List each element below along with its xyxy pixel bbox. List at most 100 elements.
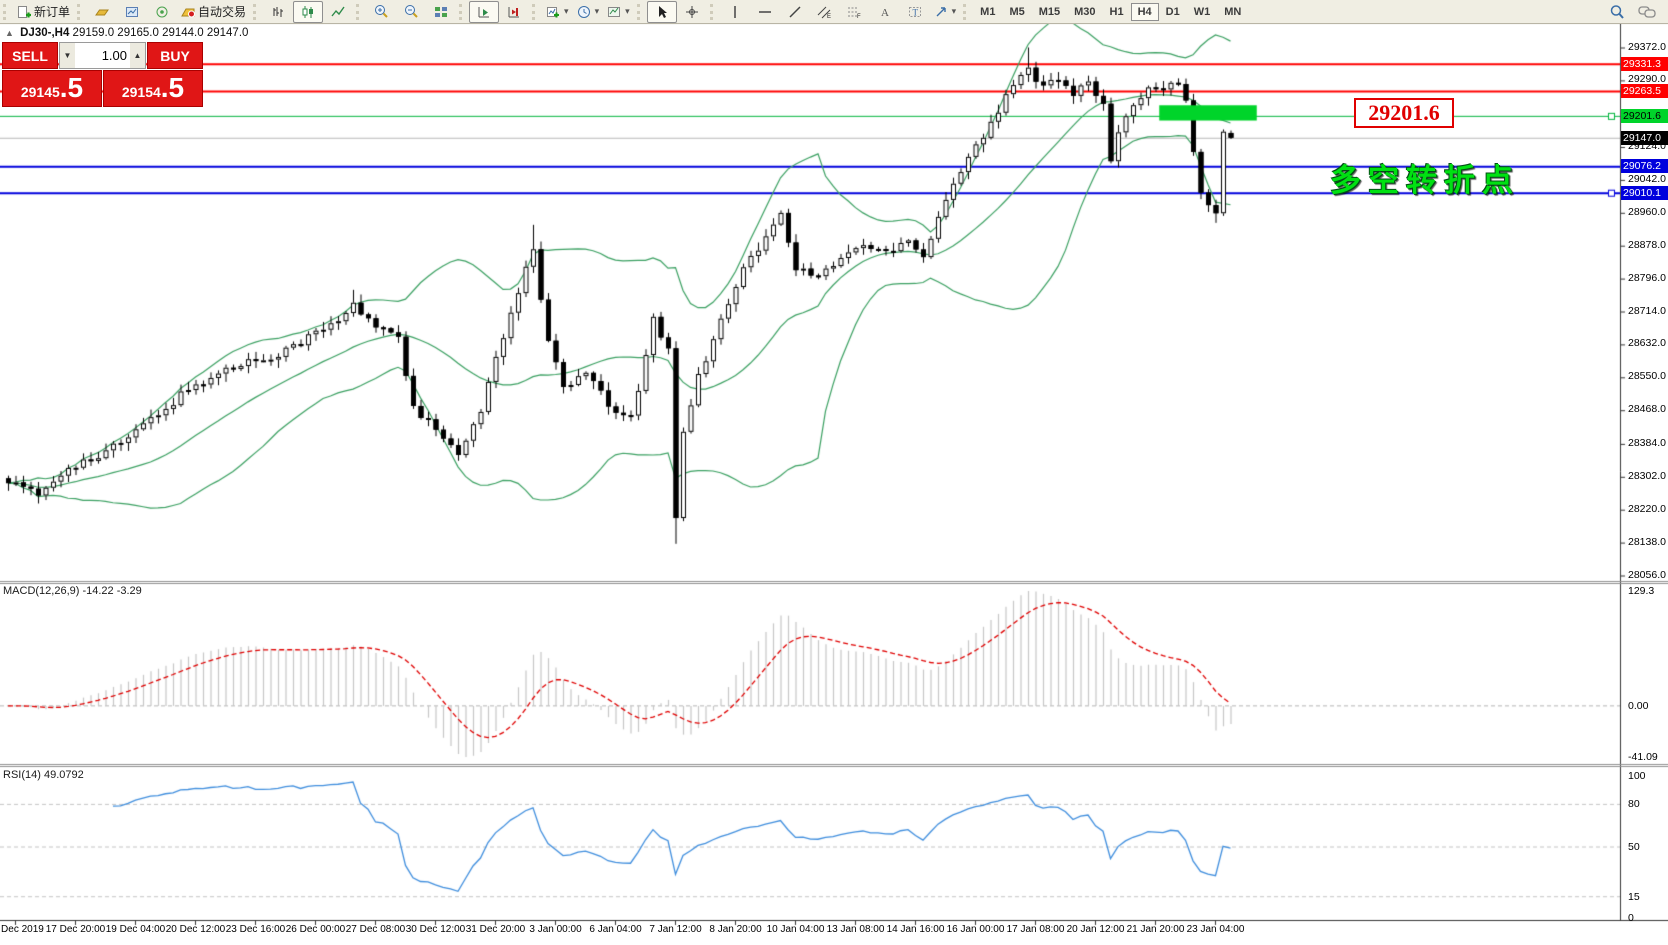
time-axis-label: 17 Jan 08:00: [1006, 924, 1065, 935]
price-axis-tick: 29290.0: [1628, 73, 1666, 86]
templates-icon: [607, 5, 621, 19]
price-axis-tick: 29042.0: [1628, 172, 1666, 185]
crosshair-button[interactable]: [677, 1, 707, 23]
label-icon: T: [908, 5, 922, 19]
timeframe-button-m30[interactable]: M30: [1074, 5, 1096, 18]
time-axis-label: 10 Jan 04:00: [766, 924, 825, 935]
auto-scroll-button[interactable]: [469, 0, 500, 23]
candlestick-chart-icon: [301, 5, 315, 19]
periods-button[interactable]: ▾: [573, 1, 604, 23]
templates-button[interactable]: ▾: [603, 1, 634, 23]
volume-down-button[interactable]: ▼: [60, 43, 75, 68]
time-axis-label: 23 Jan 04:00: [1186, 924, 1245, 935]
candlestick-chart-button[interactable]: [293, 0, 324, 23]
fibonacci-icon: F: [847, 5, 862, 20]
search-button[interactable]: [1602, 1, 1632, 23]
cursor-button[interactable]: [646, 0, 677, 23]
timeframe-button-m5[interactable]: M5: [1009, 5, 1025, 18]
timeframe-button-m15[interactable]: M15: [1038, 5, 1061, 18]
time-axis-label: 13 Jan 08:00: [826, 924, 885, 935]
trendline-icon: [788, 5, 802, 19]
buy-button[interactable]: BUY: [147, 42, 203, 69]
market-window-icon: [125, 5, 139, 19]
macd-axis-label: 0.00: [1628, 699, 1649, 712]
chat-button[interactable]: [1632, 1, 1662, 23]
price-axis-badge: 29201.6: [1621, 108, 1668, 123]
toolbar-grip: [3, 3, 9, 20]
volume-input[interactable]: [75, 47, 130, 64]
symbol-marker-icon: ▲: [5, 28, 14, 38]
auto-scroll-icon: [477, 5, 491, 19]
toolbar-grip: [253, 3, 259, 20]
rsi-axis-label: 80: [1628, 798, 1640, 811]
price-callout-box[interactable]: 29201.6: [1354, 98, 1454, 128]
timeframe-button-h1[interactable]: H1: [1109, 5, 1124, 18]
buy-price-frac: .5: [160, 72, 185, 103]
zoom-in-button[interactable]: [366, 1, 396, 23]
gold-icon: [95, 5, 109, 19]
dropdown-caret-icon: ▾: [564, 6, 569, 16]
search-icon: [1609, 4, 1625, 20]
timeframe-button-h4[interactable]: H4: [1130, 2, 1159, 21]
rsi-label: RSI(14) 49.0792: [3, 769, 84, 781]
new-order-button[interactable]: 新订单: [13, 1, 74, 23]
rsi-axis-label: 50: [1628, 841, 1640, 853]
timeframe-button-w1[interactable]: W1: [1193, 5, 1211, 18]
add-indicator-button[interactable]: ▾: [542, 1, 573, 23]
timeframe-button-mn[interactable]: MN: [1224, 5, 1242, 18]
vertical-line-button[interactable]: [720, 1, 750, 23]
price-axis-tick: 28796.0: [1628, 271, 1666, 284]
horizontal-line-button[interactable]: [750, 1, 780, 23]
bar-chart-button[interactable]: [263, 1, 293, 23]
macd-axis-label: -41.09: [1628, 751, 1658, 763]
chart-shift-icon: [507, 5, 521, 19]
svg-text:T: T: [912, 7, 918, 17]
text-button[interactable]: A: [870, 1, 900, 23]
zoom-out-button[interactable]: [396, 1, 426, 23]
time-axis-label: 31 Dec 20:00: [465, 924, 526, 935]
buy-price-button[interactable]: 29154 .5: [103, 70, 203, 107]
rsi-axis-label: 0: [1628, 912, 1634, 924]
svg-text:F: F: [857, 14, 861, 19]
gold-button[interactable]: [87, 1, 117, 23]
rsi-axis-label: 100: [1628, 770, 1646, 782]
price-axis-tick: 29372.0: [1628, 40, 1666, 53]
rsi-axis-label: 15: [1628, 890, 1640, 903]
tile-windows-icon: [434, 5, 448, 19]
trendline-button[interactable]: [780, 1, 810, 23]
sell-button[interactable]: SELL: [2, 42, 58, 69]
one-click-trading-panel: SELL ▼ ▲ BUY 29145 .5 29154 .5: [2, 42, 203, 107]
toolbar-grip: [459, 3, 465, 20]
svg-text:E: E: [827, 14, 831, 19]
market-window-button[interactable]: [117, 1, 147, 23]
arrows-button[interactable]: ▾: [930, 1, 961, 23]
price-axis-tick: 28714.0: [1628, 304, 1666, 317]
signal-icon: [155, 5, 169, 19]
dropdown-caret-icon: ▾: [594, 6, 600, 16]
chart-shift-button[interactable]: [499, 1, 529, 23]
equidistant-channel-button[interactable]: E: [810, 1, 840, 23]
auto-trading-button[interactable]: 自动交易: [177, 1, 250, 23]
timeframe-button-m1[interactable]: M1: [980, 5, 996, 18]
volume-up-button[interactable]: ▲: [130, 43, 145, 68]
time-axis-label: 26 Dec 00:00: [285, 924, 346, 935]
sell-price-button[interactable]: 29145 .5: [2, 70, 102, 107]
price-axis-tick: 28878.0: [1628, 238, 1666, 251]
timeframe-button-d1[interactable]: D1: [1165, 5, 1180, 18]
volume-stepper: ▼ ▲: [59, 42, 146, 69]
chat-icon: [1638, 4, 1656, 20]
time-axis-label: 3 Jan 00:00: [529, 924, 582, 935]
signal-button[interactable]: [147, 1, 177, 23]
price-axis-tick: 28302.0: [1628, 469, 1666, 482]
turning-point-text[interactable]: 多空转折点: [1330, 163, 1520, 198]
line-chart-button[interactable]: [323, 1, 353, 23]
dropdown-caret-icon: ▾: [951, 6, 957, 16]
zoom-in-icon: [374, 4, 389, 19]
fibonacci-button[interactable]: F: [840, 1, 870, 23]
label-button[interactable]: T: [900, 1, 930, 23]
tile-windows-button[interactable]: [426, 1, 456, 23]
crosshair-icon: [685, 5, 699, 19]
time-axis-label: 20 Jan 12:00: [1066, 924, 1125, 935]
